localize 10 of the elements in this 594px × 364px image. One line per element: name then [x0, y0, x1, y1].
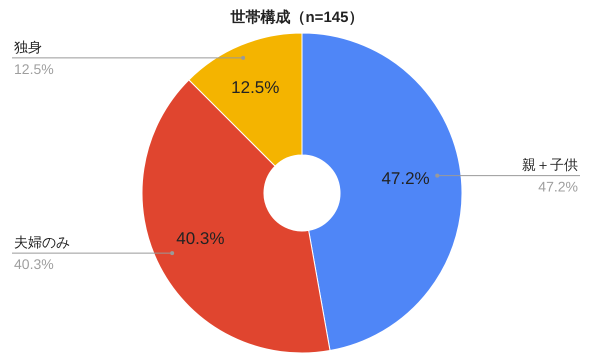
data-label: 47.2% [381, 168, 430, 188]
chart-title: 世帯構成（n=145） [230, 9, 364, 26]
data-label: 40.3% [176, 228, 224, 248]
text: 40.3% [14, 256, 54, 272]
text: 47.2% [538, 178, 578, 195]
slice-label: 独身 [14, 38, 42, 55]
text: 12.5% [14, 60, 54, 77]
data-label: 12.5% [231, 78, 280, 97]
slice-label: 親＋子供 [522, 156, 578, 173]
slice-label: 夫婦のみ [14, 234, 70, 250]
